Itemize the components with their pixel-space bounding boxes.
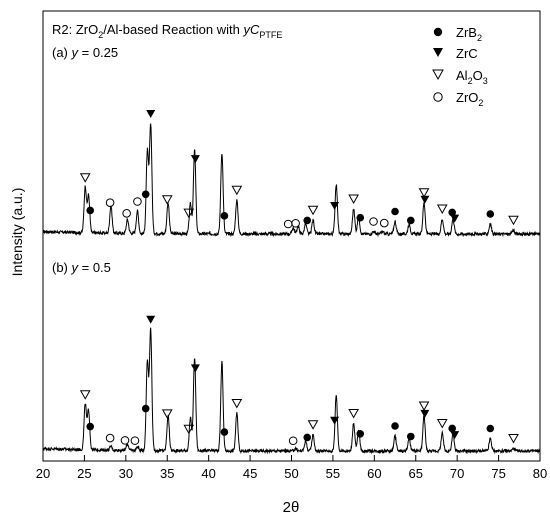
- zrc-peak-marker: [146, 315, 156, 324]
- zrc-peak-marker: [190, 155, 200, 164]
- zrb2-peak-marker: [448, 424, 456, 433]
- zrb2-peak-marker: [303, 433, 312, 442]
- al2o3-peak-marker: [79, 173, 91, 183]
- x-axis-ticks: 20 25 30 35 40 45 50 55 60 65 70 75 80: [36, 455, 547, 481]
- zrb2-peak-marker: [406, 432, 415, 441]
- x-tick-label: 65: [409, 466, 423, 481]
- zrb2-peak-marker: [356, 213, 365, 222]
- x-axis-label: 2θ: [283, 499, 300, 516]
- al2o3-peak-marker: [418, 188, 430, 198]
- al2o3-peak-marker: [348, 409, 359, 419]
- al2o3-peak-marker: [348, 194, 359, 205]
- zrb2-peak-marker: [391, 422, 399, 430]
- zro2-peak-marker: [283, 219, 293, 229]
- zrb2-peak-marker: [406, 216, 415, 225]
- xrd-traces: [42, 123, 541, 455]
- legend-entry-al2o3: Al2O3: [432, 68, 488, 86]
- al2o3-peak-marker: [79, 390, 91, 400]
- panel-a-label: (a) y = 0.25: [52, 45, 118, 60]
- phase-markers: [79, 110, 519, 446]
- al2o3-peak-marker: [161, 409, 173, 419]
- zro2-peak-marker: [130, 436, 140, 445]
- legend-open-circle-marker: [433, 92, 443, 102]
- legend-filled-triangle-marker: [433, 48, 443, 57]
- al2o3-peak-marker: [231, 185, 243, 196]
- zrc-peak-marker: [190, 364, 200, 373]
- zrb2-peak-marker: [486, 210, 495, 218]
- zrb2-peak-marker: [303, 216, 312, 225]
- x-tick-label: 25: [77, 466, 91, 481]
- x-tick-label: 60: [367, 466, 381, 481]
- al2o3-peak-marker: [183, 424, 195, 435]
- legend-label-zrc: ZrC: [456, 46, 478, 61]
- x-tick-label: 30: [119, 466, 133, 481]
- al2o3-peak-marker: [183, 208, 195, 219]
- zrc-peak-marker: [146, 110, 156, 118]
- zro2-peak-marker: [288, 436, 298, 446]
- zrb2-peak-marker: [141, 404, 150, 413]
- x-tick-label: 50: [284, 466, 298, 481]
- zro2-peak-marker: [105, 433, 115, 443]
- zrc-peak-marker: [330, 416, 340, 425]
- zrb2-peak-marker: [141, 190, 150, 199]
- xrd-trace-y05: [42, 327, 541, 455]
- legend-label-al2o3: Al2O3: [456, 68, 488, 86]
- zro2-peak-marker: [369, 217, 378, 226]
- zrb2-peak-marker: [356, 429, 365, 438]
- xrd-trace-y025: [42, 123, 541, 238]
- legend: ZrB2 ZrC Al2O3 ZrO2: [432, 25, 488, 108]
- legend-open-triangle-marker: [432, 69, 444, 81]
- al2o3-peak-marker: [508, 215, 519, 226]
- chart-title: R2: ZrO2/Al-based Reaction with yCPTFE: [52, 22, 282, 40]
- zrc-peak-marker: [330, 201, 340, 210]
- zro2-peak-marker: [379, 218, 389, 228]
- legend-label-zro2: ZrO2: [456, 90, 483, 108]
- panel-b-label: (b) y = 0.5: [52, 260, 111, 275]
- al2o3-peak-marker: [231, 399, 243, 409]
- zrc-peak-marker: [450, 431, 460, 440]
- zrb2-peak-marker: [448, 208, 456, 217]
- al2o3-peak-marker: [418, 401, 430, 412]
- zro2-peak-marker: [120, 436, 130, 445]
- al2o3-peak-marker: [307, 205, 319, 216]
- x-tick-label: 45: [243, 466, 257, 481]
- zro2-peak-marker: [105, 198, 115, 207]
- zro2-peak-marker: [122, 209, 131, 218]
- zrb2-peak-marker: [220, 428, 229, 436]
- zro2-peak-marker: [291, 218, 300, 228]
- al2o3-peak-marker: [436, 204, 448, 215]
- zrb2-peak-marker: [220, 212, 229, 220]
- legend-entry-zrb2: ZrB2: [433, 25, 482, 43]
- al2o3-peak-marker: [436, 419, 448, 429]
- zrb2-peak-marker: [486, 424, 495, 433]
- zro2-peak-marker: [133, 197, 142, 206]
- x-tick-label: 20: [36, 466, 50, 481]
- al2o3-peak-marker: [307, 420, 319, 430]
- x-tick-label: 80: [533, 466, 547, 481]
- x-tick-label: 40: [201, 466, 215, 481]
- zrc-peak-marker: [420, 195, 430, 204]
- zrb2-peak-marker: [391, 207, 399, 216]
- legend-entry-zro2: ZrO2: [433, 90, 483, 108]
- x-tick-label: 35: [160, 466, 174, 481]
- al2o3-peak-marker: [161, 195, 173, 205]
- legend-label-zrb2: ZrB2: [456, 25, 482, 43]
- x-tick-label: 70: [450, 466, 464, 481]
- al2o3-peak-marker: [508, 434, 519, 444]
- zrb2-peak-marker: [86, 422, 95, 431]
- zrb2-peak-marker: [86, 206, 95, 215]
- legend-dot-marker: [433, 27, 443, 37]
- x-tick-label: 55: [326, 466, 340, 481]
- zrc-peak-marker: [450, 214, 460, 223]
- y-axis-label: Intensity (a.u.): [9, 188, 25, 277]
- zrc-peak-marker: [420, 409, 430, 418]
- legend-entry-zrc: ZrC: [433, 46, 478, 61]
- x-tick-label: 75: [491, 466, 505, 481]
